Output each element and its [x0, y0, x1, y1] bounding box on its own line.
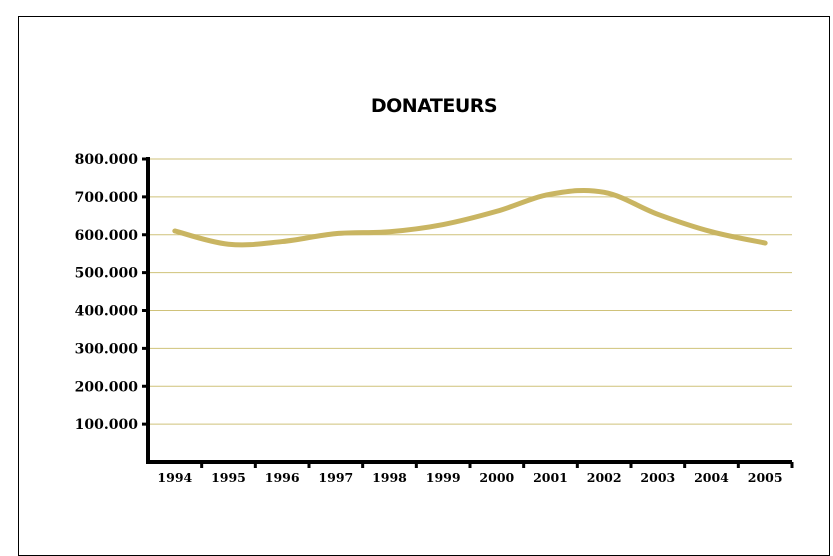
series-line [175, 190, 765, 244]
x-tick-label: 1997 [318, 470, 353, 485]
x-tick-label: 2000 [479, 470, 514, 485]
x-tick-label: 2003 [640, 470, 675, 485]
y-tick-label: 200.000 [75, 379, 139, 395]
y-tick-label: 100.000 [75, 417, 139, 433]
y-axis-ticks: 100.000 200.000 300.000 400.000 500.000 600.0… [75, 152, 148, 433]
line-chart: DONATEURS 100.000 200.000 300.000 400.000 50… [0, 0, 833, 534]
x-tick-label: 2005 [748, 470, 783, 485]
series-layer [175, 190, 765, 244]
x-tick-label: 2001 [533, 470, 568, 485]
x-tick-label: 1994 [157, 470, 192, 485]
y-tick-label: 400.000 [75, 304, 139, 320]
x-tick-label: 1999 [426, 470, 461, 485]
y-tick-label: 300.000 [75, 341, 139, 357]
x-tick-label: 2004 [694, 470, 729, 485]
x-axis-ticks: 1994 1995 1996 1997 1998 1999 2000 2001 2002 2003… [157, 462, 792, 485]
y-tick-label: 800.000 [75, 152, 139, 168]
x-tick-label: 1995 [211, 470, 246, 485]
x-tick-label: 2002 [587, 470, 622, 485]
gridlines [148, 159, 792, 424]
x-tick-label: 1996 [265, 470, 300, 485]
x-tick-label: 1998 [372, 470, 407, 485]
chart-title: DONATEURS [371, 95, 497, 117]
y-tick-label: 700.000 [75, 190, 139, 206]
y-tick-label: 600.000 [75, 228, 139, 244]
y-tick-label: 500.000 [75, 266, 139, 282]
